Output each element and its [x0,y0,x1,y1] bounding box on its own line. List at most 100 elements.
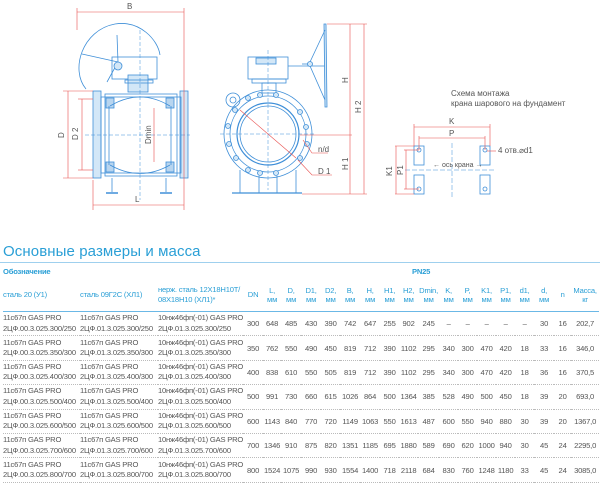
value-cell: 485 [285,319,298,329]
value-cell: 819 [344,367,357,377]
value-cell: 550 [305,367,318,377]
holes-label: 4 отв.⌀d1 [498,146,533,155]
designation-cell: 11с67п GAS PRO 2ЦФ.00.3.025.350/300 [3,336,80,360]
value-cell: 720 [324,416,337,426]
designation-cell: 10нж46фп(-01) GAS PRO 2ЦФ.01.3.025.400/30… [158,360,243,384]
value-cell: 295 [422,367,435,377]
value-cell: 340 [442,343,455,353]
designation-line: 11с67п GAS PRO [80,337,139,347]
designation-cell: 11с67п GAS PRO 2ЦФ.00.3.025.800/700 [3,458,80,482]
value-cell: 2295,0 [574,441,597,451]
value-cell: 18 [520,367,529,377]
value-cell: 1063 [362,416,379,426]
dim-label-K1: K1 [385,166,394,176]
dim-label-P: P [449,129,454,138]
column-name: B, [346,285,354,295]
material-header-09g2s: сталь 09Г2С (ХЛ1) [80,278,158,312]
table-row: 11с67п GAS PRO 2ЦФ.00.3.025.350/300 11с67п… [3,336,600,361]
column-name: H2, [402,285,415,295]
value-cell: 16 [558,343,567,353]
value-cell: 1554 [342,465,359,475]
value-cell: 550 [461,416,474,426]
column-unit: мм [519,294,530,304]
value-cell: 16 [558,319,567,329]
column-unit: мм [267,294,278,304]
designation-line: 10нж46фп(-01) GAS PRO [158,435,244,445]
value-cell: 660 [305,392,318,402]
column-header: H2, мм [399,278,419,312]
value-cell: 902 [402,319,415,329]
value-cell: 528 [442,392,455,402]
column-header: n [554,278,572,312]
value-cell: 300 [247,319,260,329]
value-cell: 470 [480,343,493,353]
value-cell: 695 [383,441,396,451]
value-cell: 800 [247,465,260,475]
dim-label-D: D [57,132,66,138]
designation-line: 2ЦФ.01.3.025.600/500 [80,421,153,431]
dim-label-D1: D 1 [318,167,331,176]
value-cell: 550 [285,343,298,353]
dim-label-H: H [341,77,350,83]
value-cell: 940 [499,441,512,451]
designation-line: 2ЦФ.01.3.025.400/300 [80,372,153,382]
designation-cell: 11с67п GAS PRO 2ЦФ.01.3.025.400/300 [80,360,158,384]
designation-line: 2ЦФ.01.3.025.300/250 [80,323,153,333]
designation-cell: 11с67п GAS PRO 2ЦФ.01.3.025.350/300 [80,336,158,360]
column-header: Масса, кг [571,278,600,312]
designation-line: 2ЦФ.01.3.025.400/300 [158,372,231,382]
value-cell: 1880 [400,441,417,451]
designation-header: Обозначение [3,266,51,276]
value-cell: 300 [461,367,474,377]
column-unit: мм [500,294,511,304]
value-cell: 1367,0 [574,416,597,426]
designation-cell: 11с67п GAS PRO 2ЦФ.01.3.025.800/700 [80,458,158,482]
designation-cell: 10нж46фп(-01) GAS PRO 2ЦФ.01.3.025.700/60… [158,433,243,457]
value-cell: 490 [461,392,474,402]
column-header: D1, мм [301,278,322,312]
value-cell: 1364 [400,392,417,402]
value-cell: 3085,0 [574,465,597,475]
table-row: 11с67п GAS PRO 2ЦФ.00.3.025.300/250 11с67п… [3,312,600,336]
value-cell: 500 [480,392,493,402]
valve-drawings: B D D 2 Dmin L H H [57,2,566,210]
value-cell: 864 [364,392,377,402]
value-cell: 39 [540,392,549,402]
column-unit: мм [365,294,376,304]
value-cell: 1400 [362,465,379,475]
designation-cell: 11с67п GAS PRO 2ЦФ.01.3.025.300/250 [80,312,158,336]
value-cell: – [446,319,451,329]
designation-cell: 11с67п GAS PRO 2ЦФ.01.3.025.500/400 [80,385,158,409]
value-cell: 385 [422,392,435,402]
value-cell: 693,0 [576,392,595,402]
value-cell: 880 [499,416,512,426]
pressure-header: PN25 [411,266,431,276]
column-name: D1, [305,285,317,295]
value-cell: 450 [499,392,512,402]
bolt-holes [225,92,310,176]
designation-cell: 10нж46фп(-01) GAS PRO 2ЦФ.01.3.025.500/40… [158,385,243,409]
column-name: L, [269,285,276,295]
value-cell: 610 [285,367,298,377]
material-header-stainless: нерж. сталь 12Х18Н10Т/ 08Х18Н10 (ХЛ1)* [158,278,244,312]
value-cell: 390 [383,367,396,377]
column-name: d, [541,285,548,295]
table-row: 11с67п GAS PRO 2ЦФ.00.3.025.600/500 11с67п… [3,409,600,434]
value-cell: 30 [520,441,529,451]
value-cell: 910 [285,441,298,451]
designation-cell: 11с67п GAS PRO 2ЦФ.00.3.025.500/400 [3,385,80,409]
designation-line: 2ЦФ.00.3.025.800/700 [3,470,76,480]
value-cell: – [465,319,470,329]
value-cell: 18 [520,392,529,402]
designation-line: 11с67п GAS PRO [3,361,62,371]
column-header: DN [243,278,264,312]
value-cell: 1351 [342,441,359,451]
column-name: Масса, [573,285,597,295]
designation-cell: 10нж46фп(-01) GAS PRO 2ЦФ.01.3.025.350/30… [158,336,243,360]
material-header-steel20: сталь 20 (У1) [3,278,80,312]
value-cell: 24 [558,441,567,451]
column-name: H1, [383,285,396,295]
designation-cell: 10нж46фп(-01) GAS PRO 2ЦФ.01.3.025.300/25… [158,312,243,336]
value-cell: 1185 [362,441,378,451]
designation-line: 11с67п GAS PRO [3,459,62,469]
